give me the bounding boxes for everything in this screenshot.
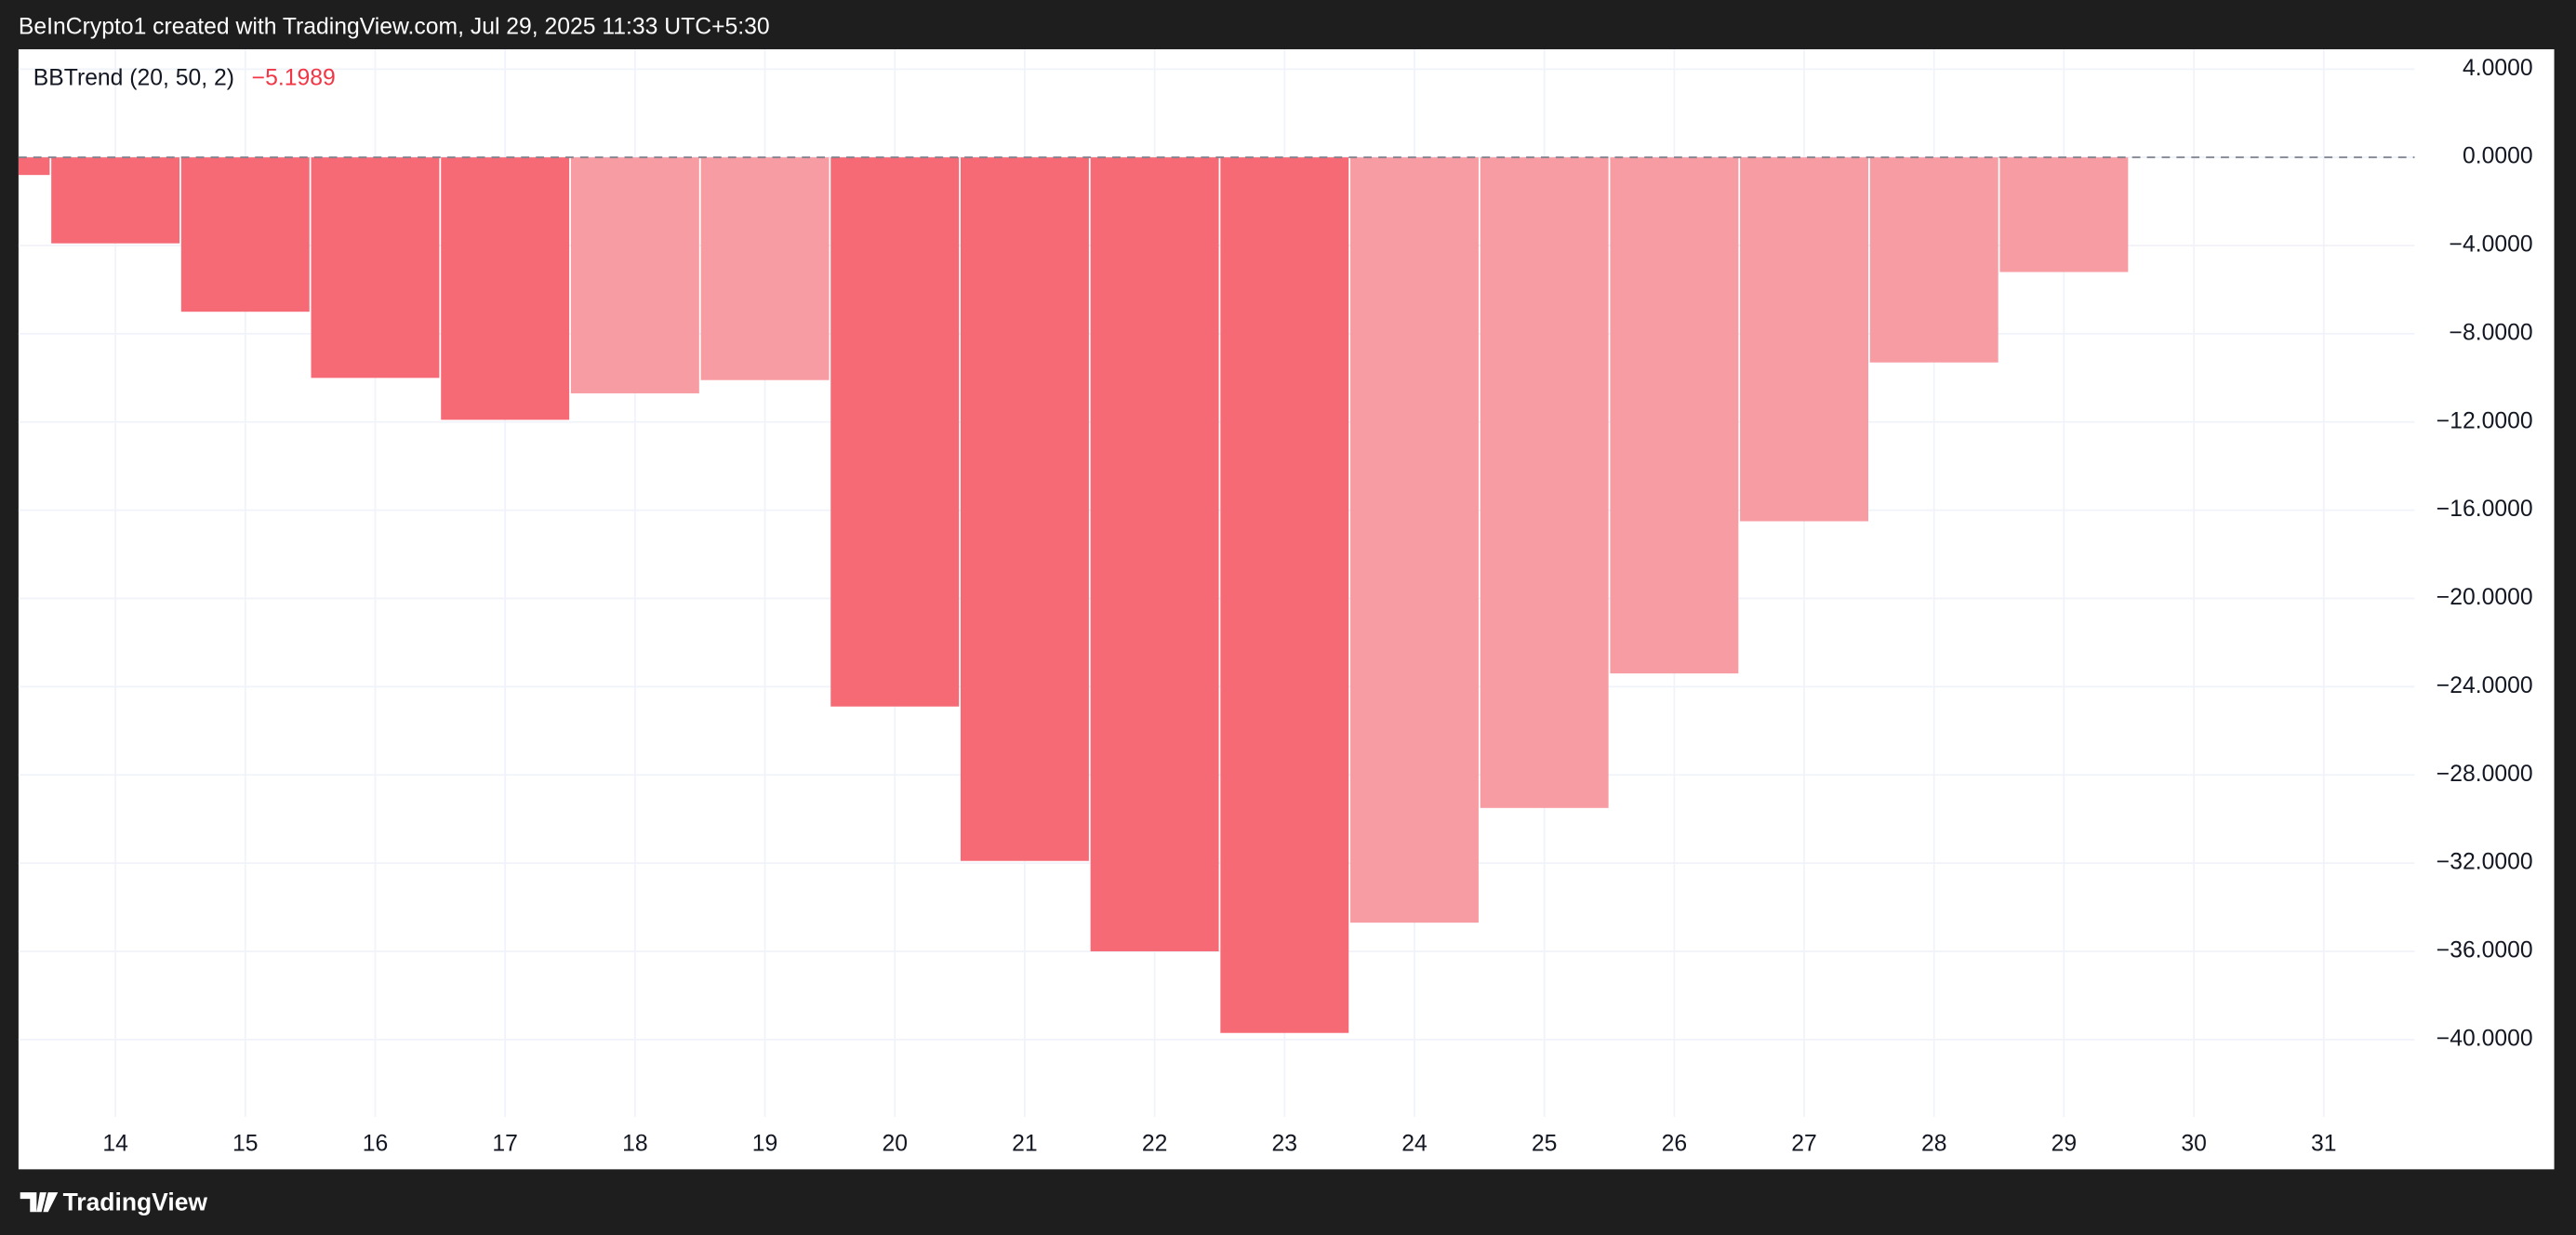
x-tick-label: 14	[102, 1131, 128, 1156]
x-tick-label: 21	[1012, 1131, 1037, 1156]
x-tick-label: 29	[2052, 1131, 2078, 1156]
indicator-name: BBTrend (20, 50, 2)	[33, 65, 234, 90]
x-tick-label: 22	[1142, 1131, 1168, 1156]
y-tick-label: −32.0000	[2437, 850, 2533, 875]
x-tick-label: 20	[882, 1131, 908, 1156]
y-tick-label: −20.0000	[2437, 585, 2533, 610]
bar	[51, 157, 180, 244]
bar	[18, 157, 50, 176]
bar	[1350, 157, 1479, 923]
y-tick-label: −36.0000	[2437, 938, 2533, 963]
bar	[1480, 157, 1609, 808]
x-tick-label: 19	[752, 1131, 778, 1156]
header-text: BeInCrypto1 created with TradingView.com…	[19, 15, 770, 40]
y-tick-label: −16.0000	[2437, 497, 2533, 522]
bar	[311, 157, 440, 378]
y-tick-label: −12.0000	[2437, 408, 2533, 433]
x-tick-label: 15	[232, 1131, 258, 1156]
y-tick-label: −4.0000	[2450, 232, 2533, 258]
bar	[960, 157, 1089, 861]
bar	[1869, 157, 1998, 363]
x-tick-label: 28	[1921, 1131, 1947, 1156]
bar	[180, 157, 310, 312]
brand-logo	[20, 1192, 59, 1213]
y-tick-label: 4.0000	[2463, 56, 2533, 81]
y-tick-label: −24.0000	[2437, 673, 2533, 698]
bar	[441, 157, 570, 420]
y-tick-label: −8.0000	[2450, 320, 2533, 345]
bar	[570, 157, 699, 393]
bar	[1999, 157, 2129, 272]
y-tick-label: −28.0000	[2437, 762, 2533, 787]
x-tick-label: 25	[1532, 1131, 1558, 1156]
y-tick-label: 0.0000	[2463, 144, 2533, 169]
bar	[1740, 157, 1869, 522]
bar	[1220, 157, 1349, 1033]
bar	[1610, 157, 1739, 674]
x-tick-label: 18	[622, 1131, 648, 1156]
bars	[18, 157, 2129, 1033]
brand-name: TradingView	[63, 1188, 208, 1215]
x-tick-label: 30	[2181, 1131, 2207, 1156]
x-tick-label: 26	[1662, 1131, 1688, 1156]
bar	[700, 157, 830, 380]
indicator-value: −5.1989	[252, 65, 336, 90]
x-tick-label: 17	[492, 1131, 518, 1156]
bar	[830, 157, 960, 707]
x-tick-label: 23	[1272, 1131, 1298, 1156]
labels: 14 15 16 17 18 19 20 21 22 23 24 25 26 27 28 29 30 31 4.00…	[102, 56, 2532, 1157]
x-tick-label: 27	[1791, 1131, 1817, 1156]
y-tick-label: −40.0000	[2437, 1026, 2533, 1051]
x-tick-label: 24	[1401, 1131, 1427, 1156]
x-tick-label: 16	[363, 1131, 389, 1156]
bar	[1090, 157, 1219, 951]
x-tick-label: 31	[2311, 1131, 2337, 1156]
